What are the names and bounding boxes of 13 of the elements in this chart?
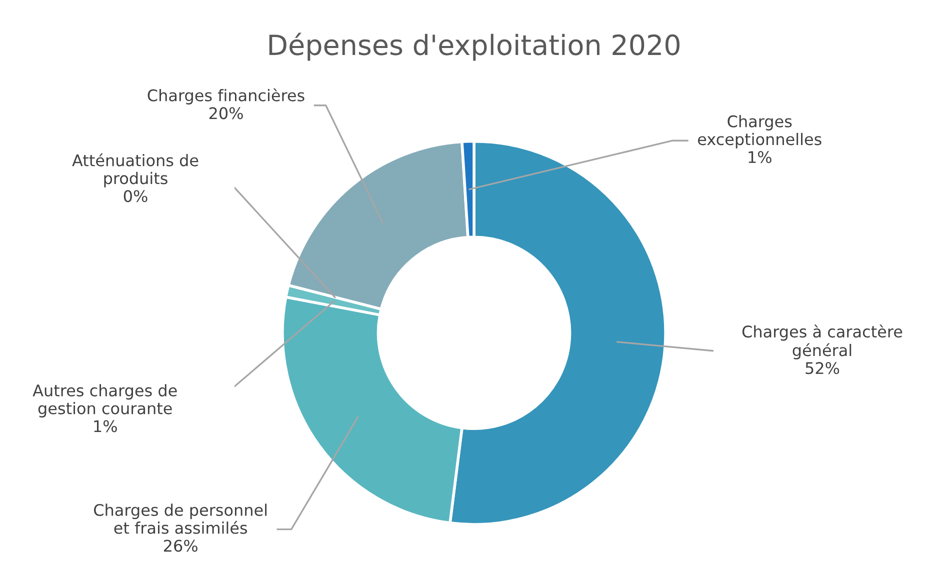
- data-label: 20%: [209, 107, 243, 120]
- data-label: 26%: [164, 540, 198, 552]
- text: 0%: [124, 190, 148, 202]
- chart-title: Dépenses d'exploitation 2020: [269, 32, 680, 61]
- data-label: 52%: [806, 362, 840, 374]
- slice-label: Autres charges de gestion courante: [32, 384, 177, 418]
- slice-label: Charges financières: [148, 88, 304, 104]
- category-label: Atténuations de produits: [72, 153, 198, 188]
- slice-label: Charges de personnel et frais assimilés: [94, 504, 267, 534]
- data-label: 1%: [94, 420, 117, 432]
- slice-label: Charges exceptionnelles: [698, 115, 822, 148]
- data-label: 1%: [748, 151, 772, 164]
- slice-label: Charges à caractère général: [742, 324, 902, 360]
